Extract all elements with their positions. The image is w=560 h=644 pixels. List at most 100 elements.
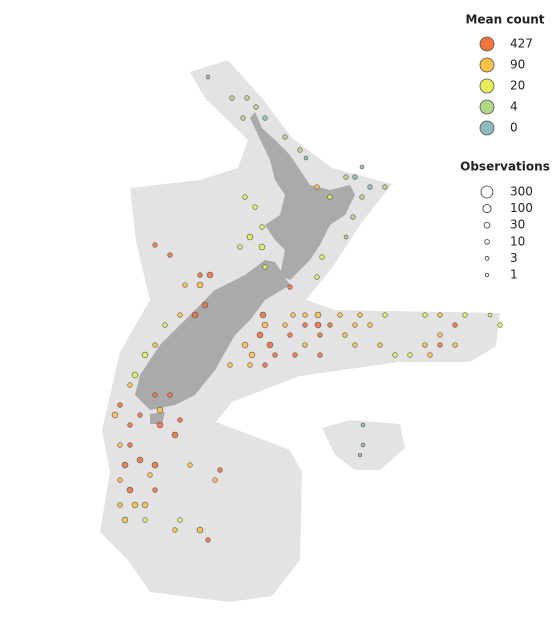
point	[352, 322, 358, 328]
point	[177, 517, 183, 523]
legend-label: 1	[510, 268, 518, 282]
legend-swatch	[479, 99, 495, 115]
point	[241, 341, 249, 349]
point	[197, 272, 203, 278]
point	[177, 417, 183, 423]
point	[187, 462, 193, 468]
point	[317, 332, 323, 338]
legend-size	[483, 221, 491, 229]
point	[167, 392, 173, 398]
north-island	[250, 112, 355, 280]
point	[127, 442, 133, 448]
point	[196, 281, 204, 289]
point	[126, 486, 134, 494]
point	[343, 234, 349, 240]
point	[248, 351, 256, 359]
point	[131, 501, 139, 509]
legend-size	[482, 204, 492, 214]
point	[256, 331, 264, 339]
point	[360, 422, 366, 428]
point	[259, 311, 267, 319]
point	[141, 501, 149, 509]
legend-title: Mean count	[465, 13, 544, 27]
point	[337, 312, 343, 318]
point	[359, 164, 365, 170]
point	[287, 332, 293, 338]
point	[292, 352, 298, 358]
point	[497, 322, 503, 328]
point	[343, 174, 349, 180]
legend-size	[480, 185, 494, 199]
point	[327, 194, 333, 200]
point	[246, 233, 254, 241]
legend-label: 90	[510, 58, 525, 72]
legend-size	[484, 256, 490, 261]
stewart-island	[150, 412, 165, 424]
point	[247, 362, 253, 368]
point	[136, 456, 144, 464]
legend-label: 30	[510, 218, 525, 232]
point	[357, 312, 363, 318]
point	[462, 312, 468, 318]
point	[382, 184, 388, 190]
point	[177, 312, 183, 318]
point	[152, 242, 158, 248]
legend-label: 427	[510, 37, 533, 51]
point	[290, 312, 296, 318]
south-island	[135, 260, 290, 410]
point	[407, 352, 413, 358]
legend-swatch	[479, 36, 495, 52]
legend-label: 4	[510, 100, 518, 114]
point	[262, 362, 268, 368]
point	[452, 342, 458, 348]
point	[206, 271, 214, 279]
point	[360, 442, 366, 448]
legend-size	[484, 272, 490, 278]
legend-label: 20	[510, 79, 525, 93]
point	[302, 342, 308, 348]
point	[282, 322, 288, 328]
point	[172, 527, 178, 533]
point	[382, 312, 388, 318]
point	[314, 184, 320, 190]
point	[141, 351, 149, 359]
legend-title: Observations	[460, 160, 550, 174]
point	[319, 254, 325, 260]
point	[147, 472, 153, 478]
point	[367, 322, 373, 328]
point	[357, 452, 363, 458]
point	[127, 422, 133, 428]
legend-label: 100	[510, 201, 533, 215]
legend-label: 0	[510, 121, 518, 135]
point	[261, 321, 269, 329]
basemap	[100, 60, 500, 602]
point	[152, 487, 158, 493]
point	[117, 477, 123, 483]
point	[217, 467, 223, 473]
point	[302, 312, 308, 318]
point	[302, 322, 308, 328]
point	[167, 252, 173, 258]
point	[212, 477, 218, 483]
point	[314, 311, 322, 319]
point	[367, 184, 373, 190]
point	[437, 312, 443, 318]
point	[242, 194, 248, 200]
point	[266, 341, 274, 349]
point	[162, 322, 168, 328]
point	[131, 371, 139, 379]
point	[352, 342, 358, 348]
point	[422, 342, 428, 348]
legend-swatch	[479, 120, 495, 136]
point	[240, 115, 246, 121]
legend-swatch	[479, 78, 495, 94]
point	[137, 412, 143, 418]
point	[201, 301, 209, 309]
point	[359, 194, 365, 200]
point	[237, 244, 243, 250]
point	[314, 321, 322, 329]
point	[282, 134, 288, 140]
point	[342, 332, 348, 338]
point	[287, 284, 293, 290]
